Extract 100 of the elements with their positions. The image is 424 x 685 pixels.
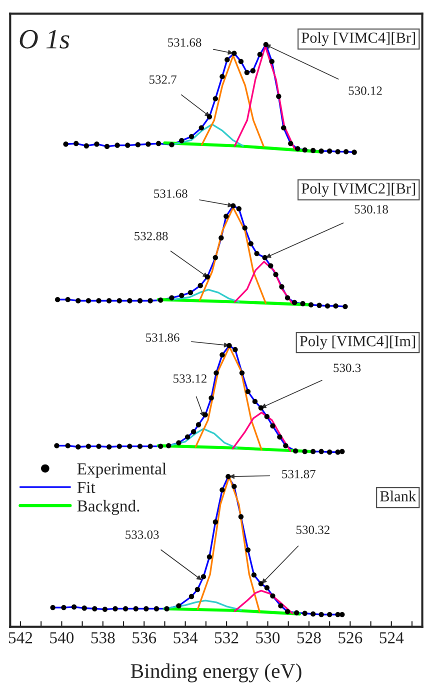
point bbox=[258, 405, 264, 410]
point bbox=[220, 487, 225, 493]
point bbox=[137, 444, 143, 449]
point bbox=[65, 443, 70, 448]
annotation: Poly [VIMC4][Im] bbox=[300, 336, 415, 350]
point bbox=[218, 235, 224, 240]
point bbox=[278, 603, 284, 608]
x-tick-label: 536 bbox=[132, 632, 156, 644]
point bbox=[169, 142, 174, 148]
annotation: 530.32 bbox=[296, 526, 330, 534]
point bbox=[86, 444, 92, 449]
point bbox=[236, 206, 242, 212]
point bbox=[281, 125, 286, 130]
point bbox=[326, 148, 332, 154]
point bbox=[295, 146, 300, 152]
point bbox=[302, 610, 308, 616]
point bbox=[76, 298, 81, 304]
point bbox=[214, 370, 219, 376]
annotation: 530.18 bbox=[354, 205, 388, 214]
annotation: Poly [VIMC2][Br] bbox=[302, 182, 415, 197]
point bbox=[239, 370, 245, 376]
point bbox=[76, 444, 81, 450]
point bbox=[226, 342, 232, 348]
point bbox=[318, 612, 324, 618]
point bbox=[156, 140, 162, 146]
annotation: 531.68 bbox=[154, 189, 188, 198]
point bbox=[302, 147, 308, 153]
point bbox=[277, 434, 282, 440]
point bbox=[302, 448, 308, 454]
point bbox=[342, 304, 348, 310]
point bbox=[50, 604, 56, 610]
x-tick-label: 526 bbox=[338, 632, 362, 644]
point bbox=[125, 142, 130, 148]
point bbox=[106, 298, 112, 304]
point bbox=[268, 263, 274, 268]
point bbox=[133, 606, 138, 612]
point bbox=[340, 448, 345, 454]
point bbox=[188, 290, 194, 296]
point bbox=[300, 301, 306, 306]
point bbox=[102, 606, 108, 612]
point bbox=[264, 585, 270, 590]
point bbox=[224, 214, 229, 219]
point bbox=[179, 138, 184, 144]
point bbox=[252, 398, 258, 404]
point bbox=[135, 142, 141, 148]
point bbox=[326, 450, 332, 455]
point bbox=[65, 296, 70, 302]
point bbox=[294, 610, 300, 616]
x-tick-label: 528 bbox=[297, 632, 321, 644]
point bbox=[188, 594, 194, 600]
point bbox=[206, 114, 212, 120]
point bbox=[202, 412, 208, 418]
point bbox=[158, 298, 164, 303]
point bbox=[273, 272, 278, 278]
annotation: Poly [VIMC4][Br] bbox=[302, 32, 415, 46]
legend-label: Experimental bbox=[77, 462, 166, 478]
point bbox=[248, 241, 254, 246]
x-tick-label: 540 bbox=[50, 632, 74, 644]
point bbox=[61, 604, 66, 610]
point bbox=[264, 414, 270, 420]
point bbox=[116, 444, 122, 449]
point bbox=[284, 295, 290, 300]
x-tick-label: 538 bbox=[91, 632, 115, 644]
annotation: Blank bbox=[380, 490, 416, 502]
legend-label: Backgnd. bbox=[77, 500, 140, 516]
point bbox=[154, 606, 160, 612]
point bbox=[292, 300, 298, 306]
point bbox=[212, 96, 218, 102]
point bbox=[179, 292, 184, 298]
annotation: 532.7 bbox=[150, 75, 177, 84]
point bbox=[283, 443, 288, 448]
point bbox=[54, 443, 60, 448]
point bbox=[96, 298, 102, 304]
point bbox=[279, 284, 284, 290]
point bbox=[71, 604, 77, 610]
point bbox=[206, 554, 212, 560]
point bbox=[194, 586, 200, 592]
point bbox=[258, 581, 264, 586]
point bbox=[310, 611, 316, 617]
annotation: 530.3 bbox=[334, 364, 361, 372]
point bbox=[308, 302, 314, 308]
point bbox=[242, 225, 248, 231]
point bbox=[232, 484, 237, 490]
point bbox=[198, 125, 204, 130]
point bbox=[310, 448, 316, 454]
annotation: 531.68 bbox=[168, 38, 202, 47]
point bbox=[318, 148, 324, 154]
point bbox=[232, 50, 237, 56]
point bbox=[257, 52, 263, 58]
x-tick-label: 542 bbox=[8, 632, 32, 644]
point bbox=[176, 440, 182, 446]
point bbox=[106, 444, 112, 450]
annotation: 531.86 bbox=[146, 333, 180, 342]
point bbox=[288, 140, 294, 146]
point bbox=[226, 474, 231, 480]
point bbox=[254, 250, 260, 256]
point bbox=[127, 298, 132, 304]
legend-label: Fit bbox=[77, 482, 96, 494]
point bbox=[164, 606, 170, 612]
point bbox=[245, 388, 251, 394]
